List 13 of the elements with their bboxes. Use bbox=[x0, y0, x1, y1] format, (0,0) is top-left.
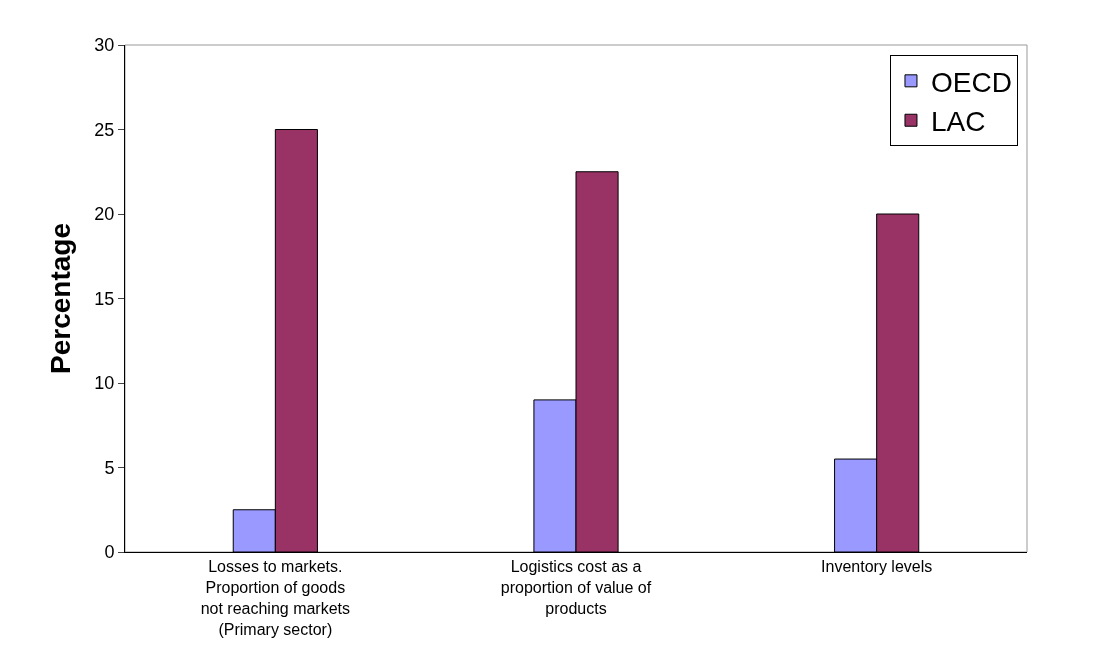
y-tick-label: 30 bbox=[94, 35, 115, 56]
legend-label: LAC bbox=[930, 106, 986, 138]
x-tick-label: Inventory levels bbox=[821, 558, 933, 576]
x-tick-label: Logistics cost as a proportion of value of products bbox=[500, 558, 652, 617]
y-tick-label: 20 bbox=[94, 204, 115, 225]
legend-label: OECD bbox=[930, 66, 1012, 98]
y-tick-label: 5 bbox=[104, 457, 115, 478]
x-tick-label: Losses to markets. Proportion of goods not reaching markets (Primary sector) bbox=[200, 558, 351, 638]
y-tick-label: 0 bbox=[104, 542, 115, 563]
y-tick-label: 10 bbox=[94, 373, 115, 394]
y-axis-title: Percentage bbox=[45, 223, 77, 374]
y-tick-label: 15 bbox=[94, 288, 115, 309]
y-tick-label: 25 bbox=[94, 119, 115, 140]
